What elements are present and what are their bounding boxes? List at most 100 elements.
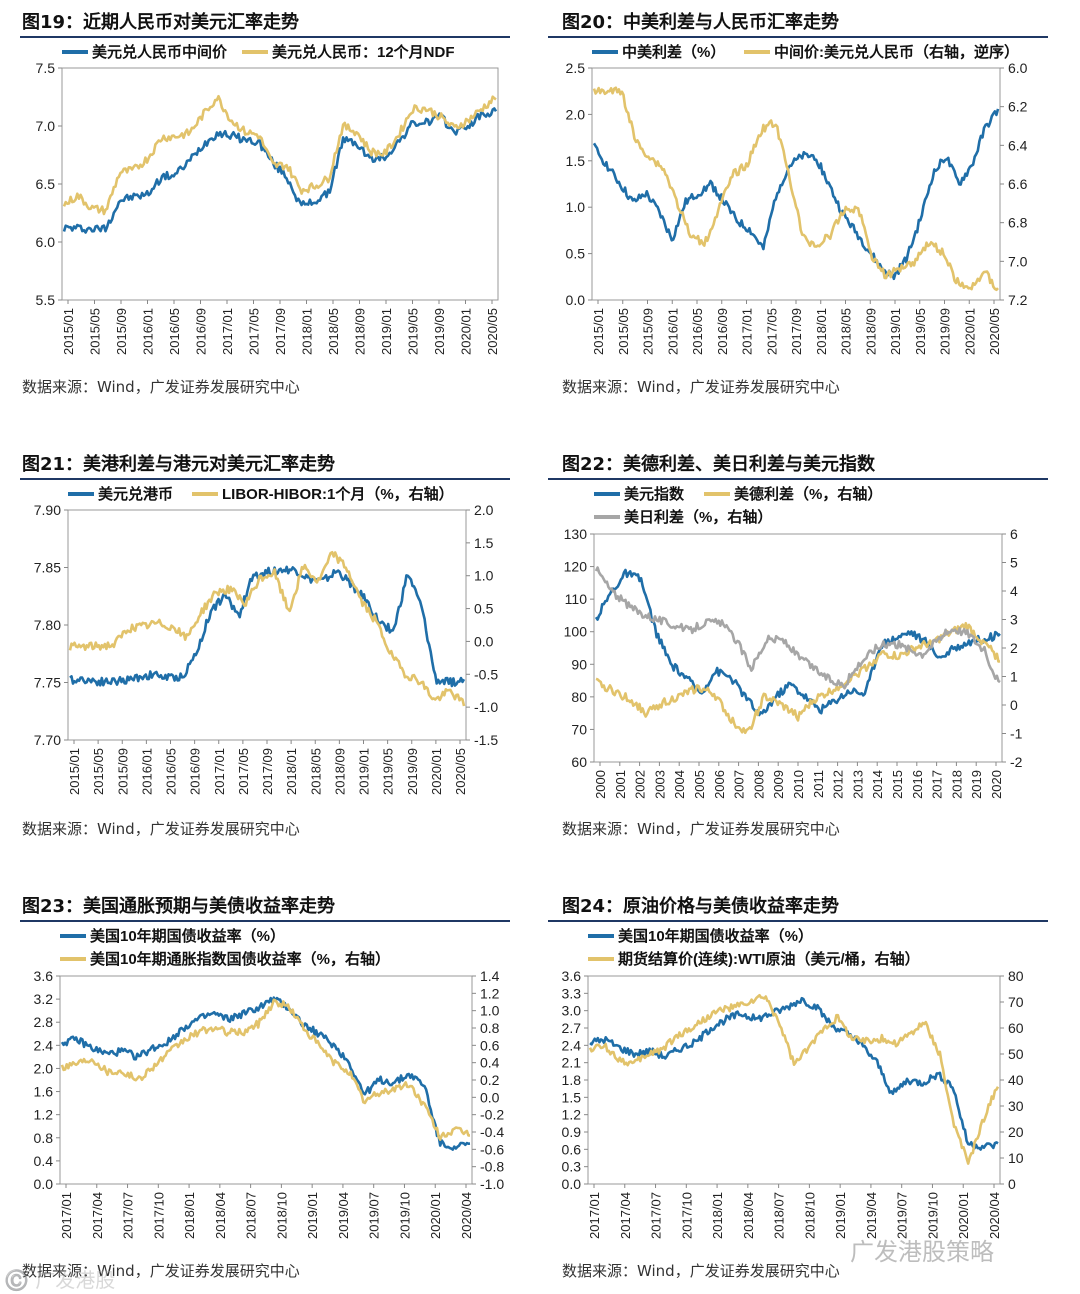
legend-label: 美元指数 <box>624 485 685 503</box>
y-tick-label: 7.5 <box>36 60 56 76</box>
y2-tick-label: 2 <box>1010 640 1018 656</box>
plot-frame <box>587 975 1001 1185</box>
x-tick-label: 2018/09 <box>332 748 347 795</box>
watermark-right: 广发港股策略 <box>850 1238 994 1266</box>
x-tick-label: 2019/05 <box>406 308 421 355</box>
x-tick-label: 2018/01 <box>710 1192 725 1239</box>
x-tick-label: 2001 <box>613 770 628 799</box>
x-tick-label: 2019/09 <box>432 308 447 355</box>
x-tick-label: 2016/01 <box>665 308 680 355</box>
chart-title: 图23：美国通胀预期与美债收益率走势 <box>22 896 336 917</box>
y2-tick-label: -0.2 <box>480 1107 504 1123</box>
x-tick-label: 2017/01 <box>59 1192 74 1239</box>
x-tick-label: 2019/07 <box>367 1192 382 1239</box>
x-tick-label: 2007 <box>732 770 747 799</box>
x-tick-label: 2019/10 <box>925 1192 940 1239</box>
y2-tick-label: 0.2 <box>480 1072 500 1088</box>
series-line-2 <box>592 86 999 292</box>
x-tick-label: 2017/01 <box>587 1192 602 1239</box>
series-line-3 <box>594 566 1001 690</box>
y-tick-label: 0.6 <box>562 1141 582 1157</box>
x-tick-label: 2008 <box>751 770 766 799</box>
x-tick-label: 2017/07 <box>121 1192 136 1239</box>
plot-frame <box>59 975 473 1185</box>
y2-tick-label: 70 <box>1008 994 1024 1010</box>
x-tick-label: 2011 <box>811 770 826 798</box>
x-tick-label: 2003 <box>652 770 667 799</box>
y-tick-label: 110 <box>565 591 588 607</box>
x-tick-label: 2016/05 <box>690 308 705 355</box>
x-tick-label: 2015/05 <box>91 748 106 795</box>
chart-title: 图21：美港利差与港元对美元汇率走势 <box>22 454 336 475</box>
x-tick-label: 2017 <box>930 770 945 799</box>
chart-fig24: 美国10年期国债收益率（%） 期货结算价(连续):WTI原油（美元/桶，右轴） 3.… <box>562 927 1024 1239</box>
y-tick-label: 2.8 <box>34 1014 54 1030</box>
x-tick-label: 2016/05 <box>164 748 179 795</box>
x-tick-label: 2018/05 <box>326 308 341 355</box>
y-tick-label: 3.6 <box>562 968 582 984</box>
x-tick-label: 2010 <box>791 770 806 799</box>
source-note: 数据来源：Wind，广发证券发展研究中心 <box>562 1262 840 1280</box>
y-tick-label: 130 <box>564 526 588 542</box>
series-line-1 <box>594 568 1001 717</box>
y2-tick-label: 2.0 <box>474 502 494 518</box>
x-tick-label: 2017/09 <box>789 308 804 355</box>
series-line-1 <box>589 996 999 1151</box>
x-tick-label: 2017/04 <box>618 1192 633 1239</box>
y2-tick-label: -2 <box>1010 754 1023 770</box>
series-line-1 <box>60 996 471 1151</box>
title-rule <box>20 920 510 922</box>
source-note: 数据来源：Wind，广发证券发展研究中心 <box>22 1262 300 1280</box>
series-line-2 <box>595 621 1001 735</box>
x-tick-label: 2020/05 <box>987 308 1002 355</box>
y2-tick-label: -0.8 <box>480 1159 504 1175</box>
x-tick-label: 2018/04 <box>741 1192 756 1239</box>
y2-tick-label: 0.6 <box>480 1037 500 1053</box>
y-tick-label: 7.75 <box>34 675 61 691</box>
x-tick-label: 2016/05 <box>167 308 182 355</box>
y-tick-label: 2.7 <box>562 1020 582 1036</box>
y2-tick-label: -1 <box>1010 726 1023 742</box>
chart-title: 图22：美德利差、美日利差与美元指数 <box>562 454 876 475</box>
y2-tick-label: 80 <box>1008 968 1024 984</box>
x-tick-label: 2019/01 <box>888 308 903 355</box>
watermark-left: ©️ 广发港股 <box>4 1268 116 1292</box>
x-tick-label: 2019/09 <box>938 308 953 355</box>
x-tick-label: 2015/09 <box>114 308 129 355</box>
x-tick-label: 2017/05 <box>236 748 251 795</box>
series-line-2 <box>588 993 1000 1165</box>
y-tick-label: 2.0 <box>566 106 586 122</box>
y-tick-label: 7.0 <box>36 118 56 134</box>
series-line-2 <box>60 998 470 1141</box>
x-tick-label: 2013 <box>850 770 865 799</box>
source-note: 数据来源：Wind，广发证券发展研究中心 <box>22 820 300 838</box>
x-tick-label: 2016/09 <box>188 748 203 795</box>
y-tick-label: 1.5 <box>566 153 586 169</box>
source-note: 数据来源：Wind，广发证券发展研究中心 <box>562 378 840 396</box>
y2-tick-label: 7.2 <box>1008 292 1028 308</box>
title-rule <box>20 36 510 38</box>
y-tick-label: 6.5 <box>36 176 56 192</box>
x-tick-label: 2012 <box>831 770 846 799</box>
panel-fig24: 图24：原油价格与美债收益率走势 美国10年期国债收益率（%） 期货结算价(连续)… <box>540 884 1048 1294</box>
x-tick-label: 2018/09 <box>353 308 368 355</box>
x-tick-label: 2018/07 <box>244 1192 259 1239</box>
y2-tick-label: 0.5 <box>474 601 494 617</box>
y2-tick-label: 0.4 <box>480 1055 500 1071</box>
x-tick-label: 2016/09 <box>715 308 730 355</box>
y2-tick-label: -1.5 <box>474 732 498 748</box>
source-note: 数据来源：Wind，广发证券发展研究中心 <box>562 820 840 838</box>
x-tick-label: 2019/05 <box>913 308 928 355</box>
y-tick-label: 90 <box>571 656 587 672</box>
y2-tick-label: 4 <box>1010 583 1018 599</box>
x-tick-label: 2020/01 <box>956 1192 971 1239</box>
x-tick-label: 2019/10 <box>397 1192 412 1239</box>
y2-tick-label: 6.6 <box>1008 176 1028 192</box>
y-tick-label: 1.5 <box>562 1089 582 1105</box>
legend-label: 美德利差（%，右轴） <box>734 485 882 503</box>
series-line-1 <box>69 565 466 688</box>
y2-tick-label: 1.0 <box>474 568 494 584</box>
x-tick-label: 2018/05 <box>308 748 323 795</box>
legend-label: 美国10年期国债收益率（%） <box>90 927 285 945</box>
y2-tick-label: -0.4 <box>480 1124 504 1140</box>
